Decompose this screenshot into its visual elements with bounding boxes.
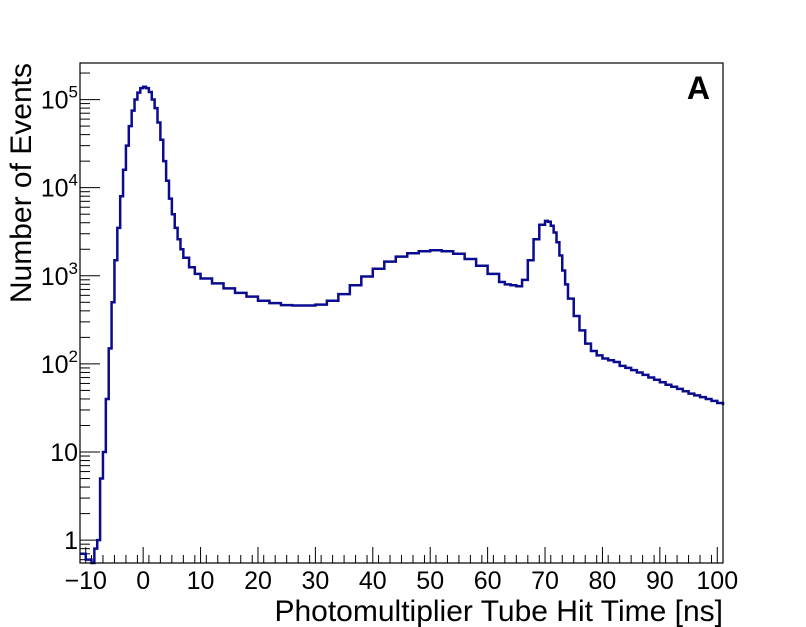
x-tick-label: 30 [301,567,329,595]
x-tick-label: 90 [646,567,674,595]
x-tick-label: 70 [531,567,559,595]
x-tick-label: 60 [474,567,502,595]
x-tick-labels: −10 0 10 20 30 40 50 60 70 80 90 100 [65,567,739,595]
x-major-ticks [85,547,718,563]
x-tick-label: 40 [359,567,387,595]
x-minor-ticks [79,555,724,563]
panel-label: A [687,70,710,106]
y-tick-label: 103 [41,259,78,291]
y-major-ticks [80,99,100,541]
y-minor-ticks [80,72,90,561]
y-tick-label: 1 [64,527,78,555]
y-tick-label: 102 [41,347,78,379]
y-tick-label: 104 [41,171,78,203]
y-axis-title: Number of Events [5,63,38,303]
x-tick-label: 50 [416,567,444,595]
x-tick-label: 80 [589,567,617,595]
y-tick-label: 105 [41,83,78,115]
x-tick-label: 100 [696,567,738,595]
x-tick-label: −10 [65,567,107,595]
x-tick-label: 0 [136,567,150,595]
x-tick-label: 10 [187,567,215,595]
x-tick-label: 20 [244,567,272,595]
y-tick-labels: 1 10 102 103 104 105 [41,83,78,556]
plot-frame [79,62,724,564]
series-line [80,85,725,565]
x-axis-title: Photomultiplier Tube Hit Time [ns] [274,595,723,627]
y-tick-label: 10 [50,439,78,467]
